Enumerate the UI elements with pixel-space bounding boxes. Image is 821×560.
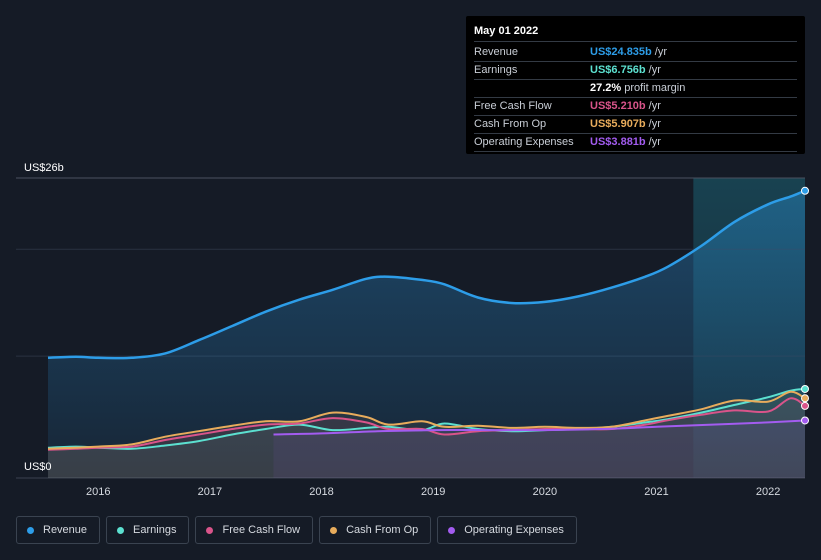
legend-dot-icon: [27, 526, 34, 534]
tooltip-row-label: Operating Expenses: [474, 136, 574, 148]
tooltip-row: Cash From Op US$5.907b/yr: [474, 116, 797, 134]
legend-dot-icon: [330, 526, 338, 534]
legend-dot-icon: [448, 526, 456, 534]
tooltip-row-value: US$6.756b: [590, 64, 646, 76]
revenue-endpoint: [801, 186, 809, 195]
free-cash-flow-area: [48, 398, 805, 478]
x-tick-label: 2019: [421, 486, 445, 498]
tooltip-row-value: 27.2%: [590, 82, 622, 94]
tooltip-row: 27.2% profit margin: [474, 80, 797, 98]
series-lines: [47, 189, 806, 451]
x-tick-label: 2017: [198, 486, 222, 498]
tooltip-rows: Revenue US$24.835b/yr Earnings US$6.756b/yr…: [474, 44, 797, 152]
cash-from-op-endpoint: [801, 394, 809, 403]
tooltip-row-unit: /yr: [648, 64, 661, 76]
tooltip-date: May 01 2022: [474, 24, 797, 42]
tooltip-row-value: US$5.210b: [590, 100, 646, 112]
x-tick-label: 2022: [756, 486, 780, 498]
cash-from-op-line: [47, 390, 806, 450]
x-tick-label: 2021: [644, 486, 668, 498]
revenue-line: [47, 189, 806, 360]
y-axis-bottom-label: US$0: [24, 461, 52, 473]
tooltip-row-unit: /yr: [654, 46, 667, 58]
x-tick-label: 2020: [533, 486, 557, 498]
data-tooltip: May 01 2022 Revenue US$24.835b/yr Earnings…: [466, 16, 805, 154]
tooltip-row-unit: profit margin: [624, 82, 686, 94]
tooltip-row-value: US$5.907b: [590, 118, 646, 130]
earnings-line: [47, 387, 806, 450]
free-cash-flow-line: [47, 397, 806, 451]
tooltip-row-value: US$3.881b: [590, 136, 646, 148]
earnings-endpoint: [801, 384, 809, 393]
x-tick-label: 2018: [309, 486, 333, 498]
x-tick-label: 2016: [86, 486, 110, 498]
earnings-area: [48, 388, 805, 478]
operating-expenses-endpoint: [801, 416, 809, 425]
legend-item-cash-from-op[interactable]: Cash From Op: [319, 516, 432, 544]
tooltip-row-value: US$24.835b: [590, 46, 652, 58]
legend-item-label: Cash From Op: [346, 524, 419, 536]
legend-item-label: Operating Expenses: [464, 524, 564, 536]
tooltip-row: Revenue US$24.835b/yr: [474, 44, 797, 62]
cash-from-op-area: [48, 391, 805, 478]
tooltip-row-label: Cash From Op: [474, 118, 547, 130]
legend-dot-icon: [206, 526, 214, 534]
series-endpoints: [801, 186, 809, 425]
tooltip-row: Free Cash Flow US$5.210b/yr: [474, 98, 797, 116]
legend-item-label: Free Cash Flow: [222, 524, 301, 536]
tooltip-row: Earnings US$6.756b/yr: [474, 62, 797, 80]
chart-legend: Revenue Earnings Free Cash Flow Cash From O…: [16, 516, 577, 546]
tooltip-row: Operating Expenses US$3.881b/yr: [474, 134, 797, 152]
tooltip-row-label: Revenue: [474, 46, 519, 58]
legend-item-free-cash-flow[interactable]: Free Cash Flow: [195, 516, 314, 544]
legend-item-operating-expenses[interactable]: Operating Expenses: [437, 516, 577, 544]
tooltip-row-unit: /yr: [648, 118, 661, 130]
legend-item-label: Revenue: [43, 524, 88, 536]
x-axis-ticks: 2016 2017 2018 2019 2020 2021 2022: [86, 486, 780, 498]
tooltip-row-label: Earnings: [474, 64, 518, 76]
series-areas: [48, 190, 805, 479]
y-axis-top-label: US$26b: [24, 162, 64, 174]
legend-dot-icon: [117, 526, 125, 534]
tooltip-row-unit: /yr: [648, 136, 661, 148]
tooltip-row-unit: /yr: [648, 100, 661, 112]
legend-item-label: Earnings: [133, 524, 177, 536]
legend-item-earnings[interactable]: Earnings: [106, 516, 190, 544]
tooltip-row-label: [474, 80, 590, 97]
revenue-area: [48, 190, 805, 479]
operating-expenses-area: [273, 420, 805, 478]
tooltip-row-label: Free Cash Flow: [474, 100, 552, 112]
operating-expenses-line: [273, 419, 806, 436]
legend-item-revenue[interactable]: Revenue: [16, 516, 101, 544]
free-cash-flow-endpoint: [801, 401, 809, 410]
